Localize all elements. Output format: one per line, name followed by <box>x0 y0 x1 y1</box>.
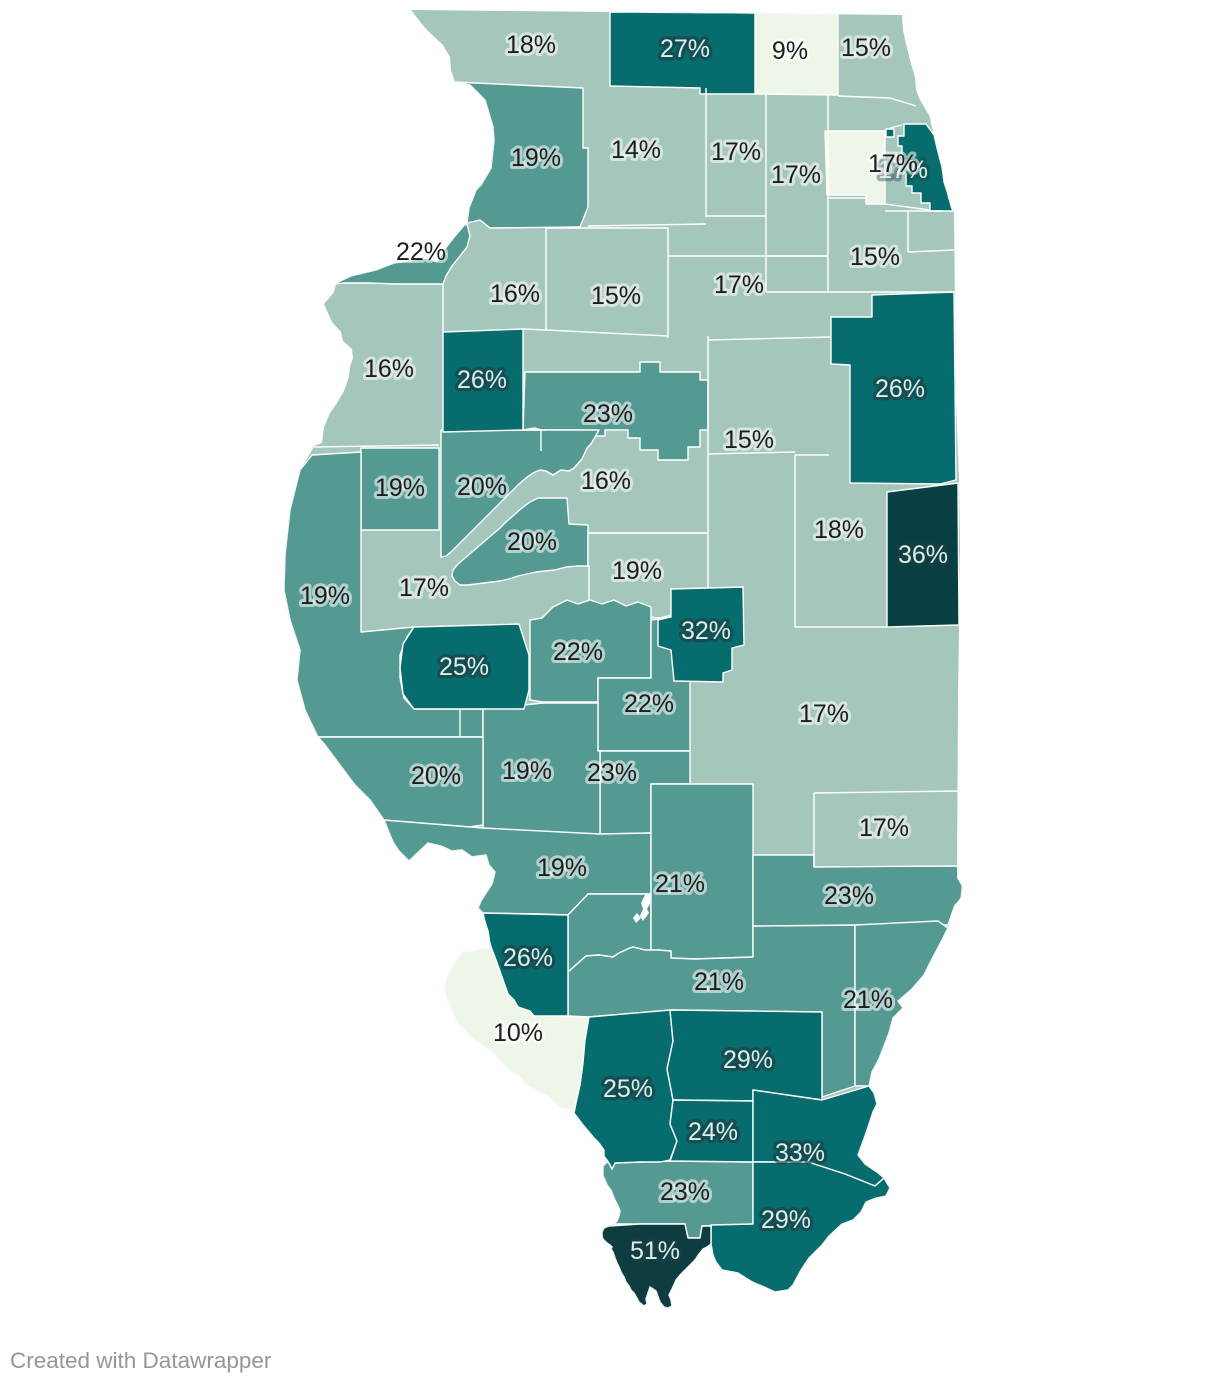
svg-text:19%: 19% <box>502 757 552 785</box>
svg-text:14%: 14% <box>611 136 661 164</box>
svg-text:26%: 26% <box>875 375 925 403</box>
svg-text:23%: 23% <box>583 400 633 428</box>
svg-text:22%: 22% <box>624 690 674 718</box>
svg-text:17%: 17% <box>771 161 821 189</box>
svg-text:17%: 17% <box>711 138 761 166</box>
svg-text:16%: 16% <box>490 280 540 308</box>
svg-text:36%: 36% <box>898 541 948 569</box>
svg-text:16%: 16% <box>581 467 631 495</box>
svg-text:15%: 15% <box>850 243 900 271</box>
svg-text:19%: 19% <box>375 474 425 502</box>
svg-text:19%: 19% <box>511 144 561 172</box>
svg-text:25%: 25% <box>439 653 489 681</box>
svg-text:23%: 23% <box>587 759 637 787</box>
svg-text:26%: 26% <box>503 944 553 972</box>
svg-text:10%: 10% <box>493 1019 543 1047</box>
svg-text:16%: 16% <box>364 355 414 383</box>
svg-text:29%: 29% <box>761 1206 811 1234</box>
svg-text:21%: 21% <box>655 870 705 898</box>
svg-text:20%: 20% <box>457 473 507 501</box>
svg-text:23%: 23% <box>660 1178 710 1206</box>
svg-text:20%: 20% <box>411 762 461 790</box>
svg-text:26%: 26% <box>457 366 507 394</box>
svg-text:15%: 15% <box>841 34 891 62</box>
svg-text:15%: 15% <box>724 426 774 454</box>
svg-text:32%: 32% <box>681 617 731 645</box>
svg-text:17%: 17% <box>399 574 449 602</box>
svg-text:33%: 33% <box>775 1139 825 1167</box>
svg-text:25%: 25% <box>603 1075 653 1103</box>
svg-text:22%: 22% <box>396 238 446 266</box>
svg-text:24%: 24% <box>688 1118 738 1146</box>
svg-text:19%: 19% <box>612 557 662 585</box>
svg-text:17%: 17% <box>714 271 764 299</box>
svg-text:21%: 21% <box>694 968 744 996</box>
svg-text:21%: 21% <box>843 986 893 1014</box>
svg-text:15%: 15% <box>591 282 641 310</box>
svg-text:23%: 23% <box>824 882 874 910</box>
svg-text:19%: 19% <box>537 854 587 882</box>
svg-text:17%: 17% <box>868 150 918 178</box>
svg-text:20%: 20% <box>507 528 557 556</box>
svg-text:18%: 18% <box>814 516 864 544</box>
svg-text:51%: 51% <box>630 1237 680 1265</box>
svg-text:9%: 9% <box>772 37 808 65</box>
svg-text:Created with Datawrapper: Created with Datawrapper <box>10 1348 272 1373</box>
svg-text:17%: 17% <box>799 700 849 728</box>
svg-text:17%: 17% <box>859 814 909 842</box>
svg-text:22%: 22% <box>553 638 603 666</box>
svg-text:17%: 17% <box>878 156 928 184</box>
svg-text:18%: 18% <box>506 31 556 59</box>
svg-text:29%: 29% <box>723 1046 773 1074</box>
svg-text:19%: 19% <box>300 582 350 610</box>
svg-text:27%: 27% <box>660 35 710 63</box>
